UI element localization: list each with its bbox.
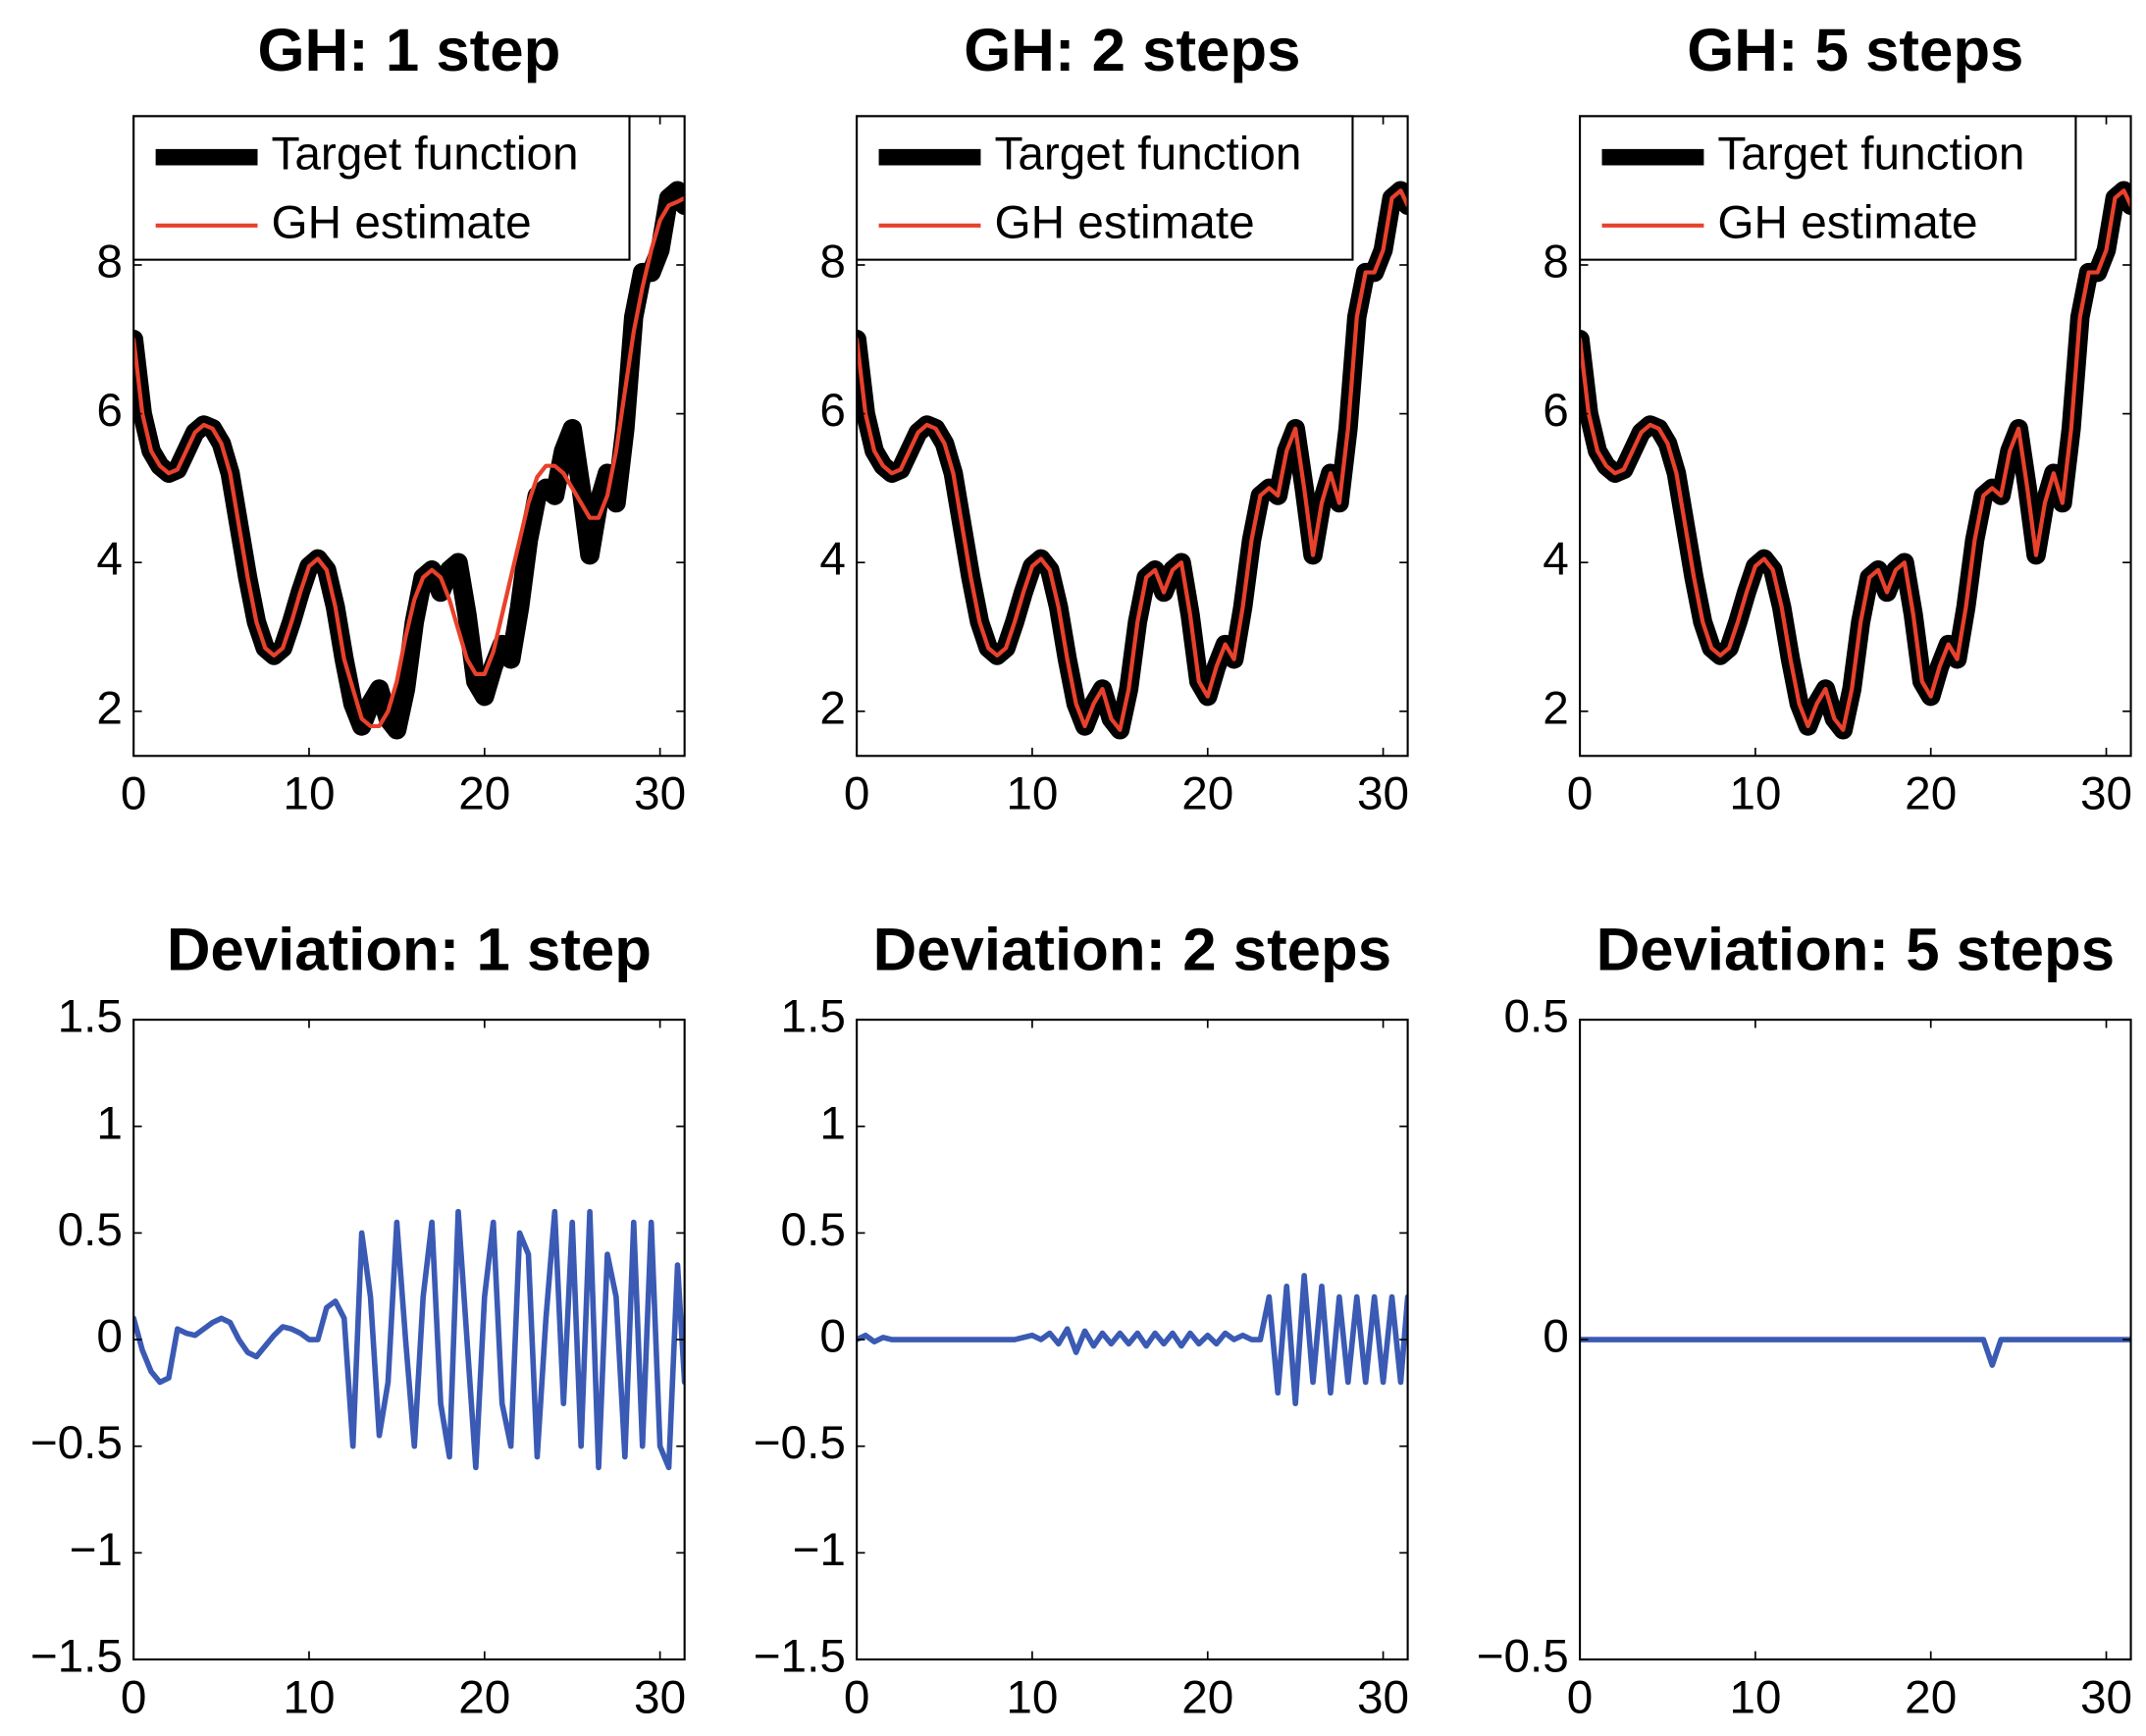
y-tick-label: 0.5 bbox=[58, 1204, 123, 1256]
y-tick-label: −0.5 bbox=[30, 1417, 123, 1469]
x-tick-label: 10 bbox=[1006, 768, 1058, 820]
x-tick-label: 30 bbox=[1357, 1671, 1409, 1723]
y-tick-label: −0.5 bbox=[754, 1417, 846, 1469]
x-tick-label: 30 bbox=[634, 1671, 686, 1723]
y-tick-label: 6 bbox=[96, 385, 123, 437]
chart-title: Deviation: 2 steps bbox=[873, 917, 1391, 984]
y-tick-label: 0 bbox=[1543, 1311, 1569, 1363]
legend-label: GH estimate bbox=[272, 197, 532, 249]
y-tick-label: 8 bbox=[1543, 237, 1569, 289]
y-tick-label: 1.5 bbox=[781, 991, 846, 1043]
x-tick-label: 20 bbox=[1181, 768, 1233, 820]
y-tick-label: 4 bbox=[96, 534, 123, 586]
x-tick-label: 0 bbox=[844, 768, 870, 820]
y-tick-label: −1.5 bbox=[30, 1631, 123, 1683]
y-tick-label: −1 bbox=[70, 1524, 123, 1576]
y-tick-label: 0 bbox=[819, 1311, 846, 1363]
y-tick-label: 2 bbox=[96, 682, 123, 734]
x-tick-label: 20 bbox=[1905, 1671, 1957, 1723]
data-line bbox=[1580, 188, 2131, 732]
x-tick-label: 20 bbox=[1181, 1671, 1233, 1723]
y-tick-label: 1 bbox=[819, 1097, 846, 1149]
y-tick-label: −1.5 bbox=[754, 1631, 846, 1683]
y-tick-label: 1.5 bbox=[58, 991, 123, 1043]
x-tick-label: 10 bbox=[1729, 1671, 1781, 1723]
chart-title: Deviation: 1 step bbox=[167, 917, 652, 984]
chart-title: GH: 1 step bbox=[257, 17, 560, 84]
y-tick-label: 0.5 bbox=[1504, 991, 1569, 1043]
x-tick-label: 30 bbox=[1357, 768, 1409, 820]
x-tick-label: 0 bbox=[1567, 1671, 1594, 1723]
y-tick-label: 8 bbox=[819, 237, 846, 289]
chart-title: GH: 5 steps bbox=[1687, 17, 2023, 84]
data-line bbox=[857, 1273, 1408, 1407]
y-tick-label: 0.5 bbox=[781, 1204, 846, 1256]
x-tick-label: 20 bbox=[458, 1671, 510, 1723]
y-tick-label: −0.5 bbox=[1477, 1631, 1569, 1683]
x-tick-label: 20 bbox=[458, 768, 510, 820]
legend-label: Target function bbox=[272, 129, 579, 181]
y-tick-label: 8 bbox=[96, 237, 123, 289]
y-tick-label: 1 bbox=[96, 1097, 123, 1149]
y-tick-label: 2 bbox=[1543, 682, 1569, 734]
data-line bbox=[1580, 1337, 2131, 1368]
x-tick-label: 10 bbox=[1729, 768, 1781, 820]
legend-label: Target function bbox=[1717, 129, 2024, 181]
legend-box bbox=[856, 115, 1354, 261]
y-tick-label: 4 bbox=[1543, 534, 1569, 586]
x-tick-label: 10 bbox=[283, 1671, 335, 1723]
legend-label: GH estimate bbox=[1717, 197, 1977, 249]
x-tick-label: 0 bbox=[121, 1671, 147, 1723]
x-tick-label: 0 bbox=[1567, 768, 1594, 820]
legend-label: Target function bbox=[994, 129, 1301, 181]
x-tick-label: 30 bbox=[2080, 768, 2132, 820]
y-tick-label: 6 bbox=[1543, 385, 1569, 437]
legend-box bbox=[1579, 115, 2077, 261]
data-line bbox=[133, 1208, 685, 1471]
chart-title: GH: 2 steps bbox=[964, 17, 1300, 84]
x-tick-label: 30 bbox=[2080, 1671, 2132, 1723]
y-tick-label: 0 bbox=[96, 1311, 123, 1363]
x-tick-label: 10 bbox=[283, 768, 335, 820]
x-tick-label: 20 bbox=[1905, 768, 1957, 820]
x-tick-label: 0 bbox=[844, 1671, 870, 1723]
y-tick-label: 4 bbox=[819, 534, 846, 586]
data-line bbox=[857, 188, 1408, 732]
legend-label: GH estimate bbox=[994, 197, 1254, 249]
y-tick-label: 2 bbox=[819, 682, 846, 734]
data-line bbox=[133, 195, 685, 729]
x-tick-label: 10 bbox=[1006, 1671, 1058, 1723]
x-tick-label: 30 bbox=[634, 768, 686, 820]
y-tick-label: −1 bbox=[792, 1524, 845, 1576]
legend-box bbox=[132, 115, 631, 261]
x-tick-label: 0 bbox=[121, 768, 147, 820]
y-tick-label: 6 bbox=[819, 385, 846, 437]
chart-title: Deviation: 5 steps bbox=[1596, 917, 2115, 984]
